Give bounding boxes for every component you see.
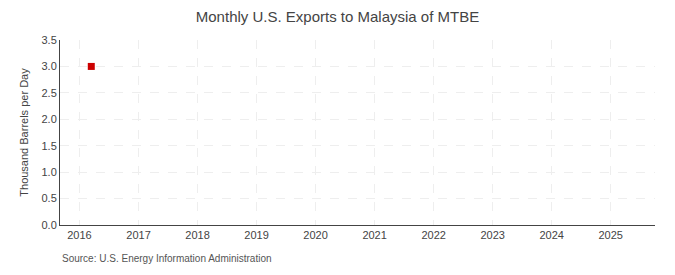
svg-text:2019: 2019 (244, 229, 268, 241)
svg-text:0.5: 0.5 (42, 192, 57, 204)
svg-text:2.5: 2.5 (42, 87, 57, 99)
svg-text:2021: 2021 (362, 229, 386, 241)
svg-text:1.5: 1.5 (42, 140, 57, 152)
svg-text:3.0: 3.0 (42, 60, 57, 72)
svg-text:1.0: 1.0 (42, 166, 57, 178)
svg-text:2018: 2018 (185, 229, 209, 241)
svg-text:2.0: 2.0 (42, 113, 57, 125)
svg-text:Thousand Barrels per Day: Thousand Barrels per Day (18, 68, 30, 197)
svg-text:Monthly U.S. Exports to Malays: Monthly U.S. Exports to Malaysia of MTBE (196, 8, 479, 25)
svg-text:2016: 2016 (67, 229, 91, 241)
svg-text:2025: 2025 (598, 229, 622, 241)
svg-text:0.0: 0.0 (42, 219, 57, 231)
svg-text:2017: 2017 (126, 229, 150, 241)
svg-text:3.5: 3.5 (42, 34, 57, 46)
svg-text:2024: 2024 (539, 229, 563, 241)
svg-text:2020: 2020 (303, 229, 327, 241)
svg-text:2023: 2023 (480, 229, 504, 241)
svg-text:Source: U.S. Energy Informatio: Source: U.S. Energy Information Administ… (62, 253, 272, 264)
svg-text:2022: 2022 (421, 229, 445, 241)
